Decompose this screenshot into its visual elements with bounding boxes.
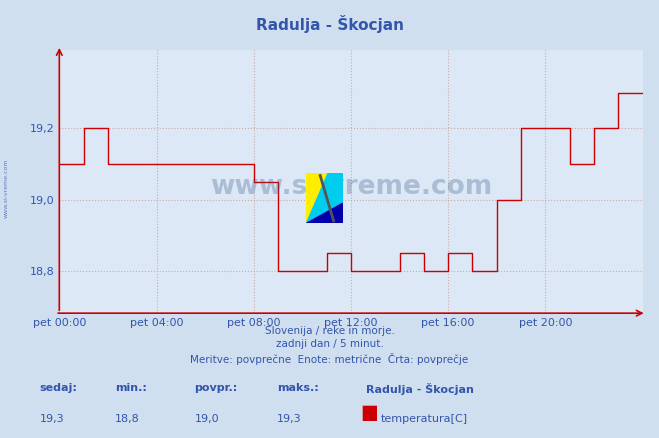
Text: sedaj:: sedaj:: [40, 383, 77, 393]
Text: Radulja - Škocjan: Radulja - Škocjan: [366, 383, 474, 395]
Text: 19,3: 19,3: [40, 414, 64, 424]
Text: 18,8: 18,8: [115, 414, 140, 424]
Polygon shape: [306, 173, 328, 223]
Text: Slovenija / reke in morje.: Slovenija / reke in morje.: [264, 326, 395, 336]
Polygon shape: [306, 173, 343, 223]
Text: 19,0: 19,0: [194, 414, 219, 424]
Text: www.si-vreme.com: www.si-vreme.com: [210, 174, 492, 200]
Text: min.:: min.:: [115, 383, 147, 393]
Text: povpr.:: povpr.:: [194, 383, 238, 393]
Text: www.si-vreme.com: www.si-vreme.com: [3, 159, 9, 218]
Text: zadnji dan / 5 minut.: zadnji dan / 5 minut.: [275, 339, 384, 350]
Text: Meritve: povprečne  Enote: metrične  Črta: povprečje: Meritve: povprečne Enote: metrične Črta:…: [190, 353, 469, 364]
Text: Radulja - Škocjan: Radulja - Škocjan: [256, 15, 403, 33]
Polygon shape: [306, 203, 343, 223]
Text: temperatura[C]: temperatura[C]: [381, 414, 468, 424]
Text: maks.:: maks.:: [277, 383, 318, 393]
Text: 19,3: 19,3: [277, 414, 301, 424]
